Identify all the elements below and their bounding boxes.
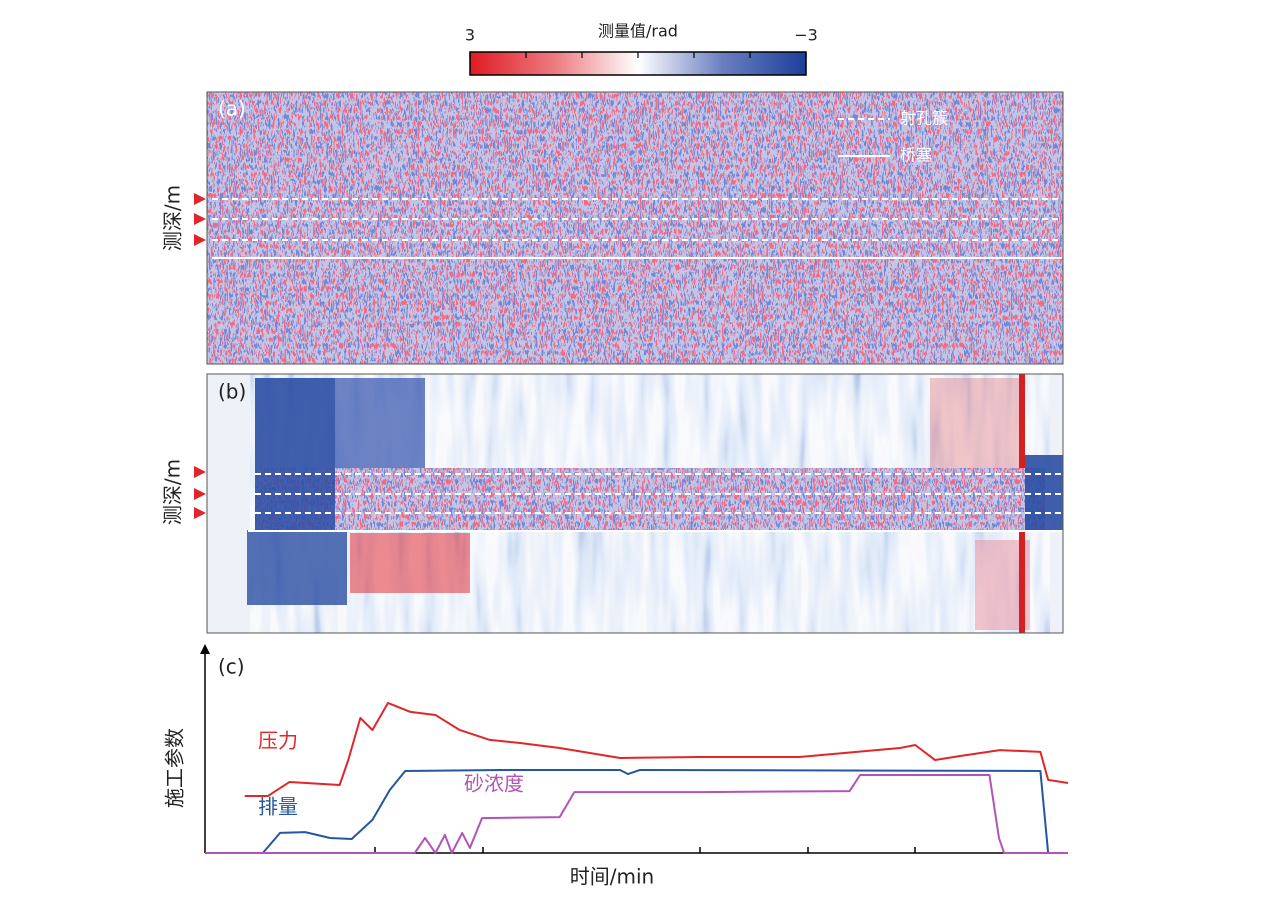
panel-label: (c)	[218, 655, 245, 679]
heatmap-a	[207, 92, 1063, 364]
series-line	[244, 701, 1069, 797]
legend-label: 桥塞	[900, 146, 932, 165]
series-line	[205, 768, 1068, 854]
heatmap-b	[207, 374, 1063, 633]
y-axis-label: 施工参数	[163, 728, 187, 808]
x-axis-label: 时间/min	[570, 865, 654, 889]
panel-label: (b)	[218, 380, 246, 404]
colorbar-tick-label: −3	[794, 26, 818, 45]
panel-label: (a)	[218, 97, 246, 121]
series-line	[205, 774, 1068, 854]
axis-arrow	[200, 644, 210, 654]
series-label: 排量	[258, 795, 298, 819]
colorbar-title: 测量值/rad	[598, 22, 678, 41]
cluster-lines	[248, 473, 1062, 532]
y-axis-label: 测深/m	[161, 185, 185, 251]
colorbar-tick-label: 3	[465, 26, 475, 45]
cluster-markers	[194, 193, 206, 519]
panel-frame	[206, 91, 1064, 365]
colorbar-minor-ticks	[525, 52, 751, 58]
legend-label: 射孔簇	[900, 109, 948, 128]
y-axis-label: 测深/m	[161, 459, 185, 525]
series-label: 压力	[258, 729, 298, 753]
panel-frame	[206, 373, 1064, 634]
cluster-lines	[212, 118, 1062, 259]
axes	[204, 652, 1068, 854]
series-label: 砂浓度	[464, 772, 524, 796]
